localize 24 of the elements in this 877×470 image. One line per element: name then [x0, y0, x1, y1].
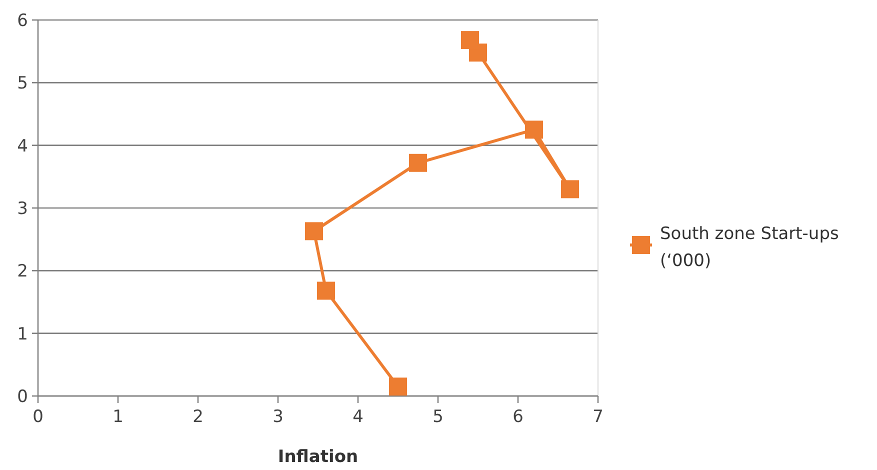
- point: [305, 222, 323, 240]
- point: [561, 180, 579, 198]
- x-tick-label: 0: [32, 407, 44, 427]
- x-tick-label: 6: [512, 407, 524, 427]
- y-tick-label: 4: [17, 136, 28, 156]
- y-tick-label: 2: [17, 262, 28, 282]
- x-tick-label: 4: [352, 407, 364, 427]
- y-tick-label: 6: [17, 11, 28, 31]
- x-tick-label: 7: [592, 407, 604, 427]
- x-tick-label: 1: [112, 407, 124, 427]
- y-tick-label: 5: [17, 74, 28, 94]
- y-tick-label: 1: [17, 324, 28, 344]
- point: [389, 378, 407, 396]
- x-tick-label: 5: [432, 407, 444, 427]
- point: [461, 31, 479, 50]
- x-axis-title: Inflation: [278, 447, 358, 467]
- y-tick-label: 0: [17, 387, 28, 407]
- point: [525, 120, 543, 139]
- point: [317, 282, 335, 300]
- x-tick-label: 2: [192, 407, 204, 427]
- point: [409, 154, 427, 172]
- legend-label: South zone Start-ups (‘000): [660, 224, 839, 271]
- x-tick-label: 3: [272, 407, 284, 427]
- y-tick-label: 3: [17, 199, 28, 219]
